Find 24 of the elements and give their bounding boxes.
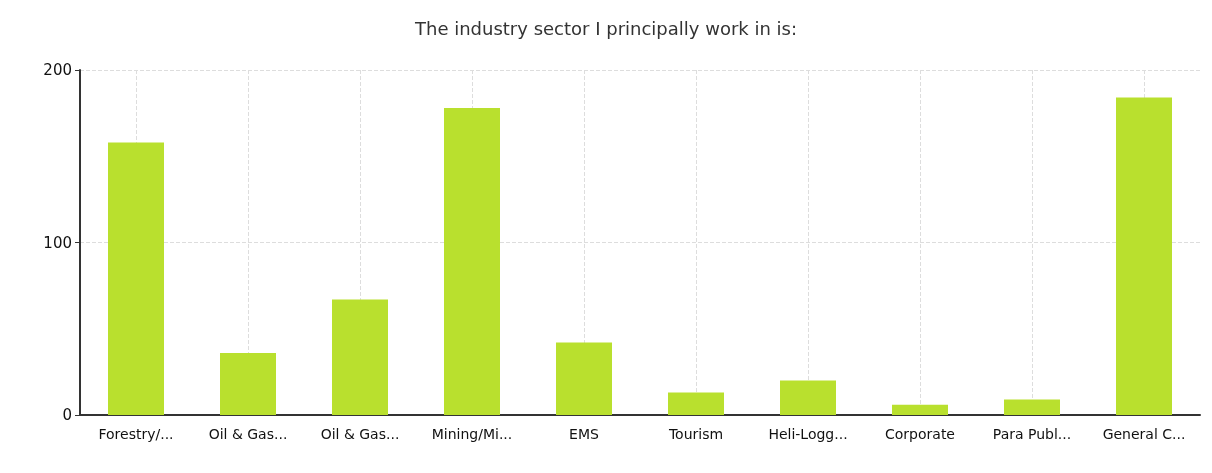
x-tick-label: Oil & Gas... [320, 426, 400, 442]
chart-title: The industry sector I principally work in is: [413, 17, 798, 39]
x-tick-label: EMS [569, 426, 600, 442]
bar [220, 352, 276, 415]
bar [780, 380, 836, 415]
x-tick-label: Tourism [667, 426, 724, 442]
bar [1004, 399, 1060, 415]
x-tick-label: Forestry/... [98, 426, 174, 442]
bar [444, 107, 500, 415]
bar [892, 404, 948, 415]
x-tick-label: Para Publ... [992, 426, 1072, 442]
x-tick-label: Heli-Logg... [768, 426, 848, 442]
x-tick-label: Corporate [885, 426, 955, 442]
x-tick-label: Mining/Mi... [431, 426, 513, 442]
bar [108, 142, 164, 415]
y-tick-label: 0 [62, 406, 72, 424]
y-tick-label: 200 [43, 61, 72, 79]
bar [556, 342, 612, 415]
x-tick-label: General C... [1102, 426, 1186, 442]
bar [668, 392, 724, 415]
bar [332, 299, 388, 415]
y-tick-label: 100 [43, 233, 72, 252]
x-tick-label: Oil & Gas... [208, 426, 288, 442]
bar [1116, 97, 1172, 415]
